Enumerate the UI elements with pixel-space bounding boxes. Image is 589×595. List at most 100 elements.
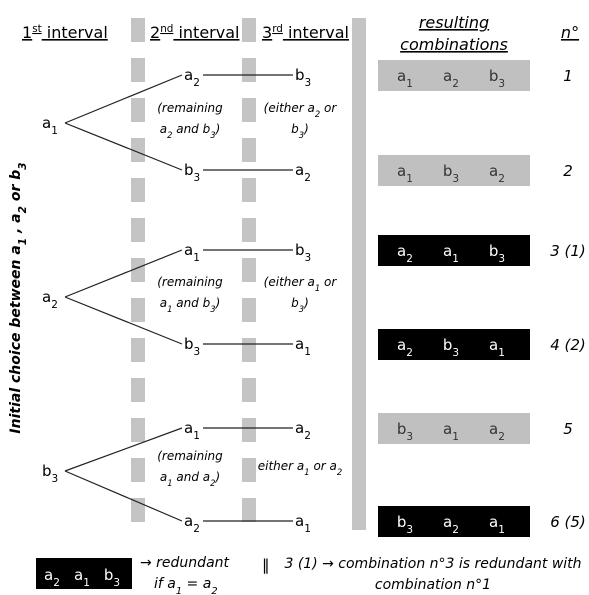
combination-item: b3 <box>443 336 459 359</box>
either-note: b3) <box>291 296 309 314</box>
combination-item: b3 <box>397 420 413 443</box>
combination-item: b3 <box>397 513 413 536</box>
dashed-separator-segment <box>131 98 145 122</box>
third-choice-label: a1 <box>295 512 311 535</box>
combination-box <box>378 60 530 91</box>
combination-list: a1 a2 b3 1 a1 b3 a2 2 a2 a1 b3 3 (1) a2 b3 a1 4 (2) b3 a1… <box>378 60 586 537</box>
dashed-separator-segment <box>131 178 145 202</box>
legend-example-box <box>36 558 132 589</box>
solid-separator <box>352 18 366 530</box>
combination-item: a2 <box>443 67 459 90</box>
dashed-separator-segment <box>131 378 145 402</box>
third-choice-label: b3 <box>295 241 311 264</box>
combination-number: 3 (1) <box>550 242 586 260</box>
third-choice-label: a2 <box>295 419 311 442</box>
redundant-combination-box <box>378 506 530 537</box>
dashed-separator-segment <box>131 218 145 242</box>
legend-example-item: a2 <box>44 566 60 589</box>
remaining-note: (remaining <box>157 449 223 463</box>
remaining-note: (remaining <box>157 275 223 289</box>
combination-item: a1 <box>443 420 459 443</box>
legend-example-item: a1 <box>74 566 90 589</box>
combination-number: 2 <box>563 162 573 180</box>
side-label: Initial choice between a1 , a2 or b3 <box>8 162 29 433</box>
dashed-separator-segment <box>242 458 256 482</box>
branch-line <box>64 296 183 345</box>
combination-item: b3 <box>489 67 505 90</box>
second-choice-label: b3 <box>184 335 200 358</box>
combination-box <box>378 413 530 444</box>
branch-line <box>64 122 183 171</box>
combination-item: a1 <box>489 336 505 359</box>
combination-number: 6 (5) <box>550 513 586 531</box>
dashed-separator-segment <box>242 338 256 362</box>
header-combinations: combinations <box>400 35 508 54</box>
combination-number: 1 <box>563 67 573 85</box>
dashed-separator-segment <box>131 58 145 82</box>
header-2nd-interval: 2nd interval <box>150 23 239 42</box>
legend-condition-text: if a1 = a2 <box>154 576 218 595</box>
dashed-separator-segment <box>131 258 145 282</box>
legend-example-item: b3 <box>104 566 120 589</box>
dashed-separator-segment <box>242 178 256 202</box>
second-choice-label: b3 <box>184 161 200 184</box>
header-1st-interval: 1st interval <box>22 23 108 42</box>
legend-redundant-text: → redundant <box>140 555 230 571</box>
dashed-separator-segment <box>131 338 145 362</box>
redundant-combination-box <box>378 235 530 266</box>
dashed-separator-segment <box>242 298 256 322</box>
first-choice-label: a2 <box>42 288 58 311</box>
third-choice-label: a1 <box>295 335 311 358</box>
legend: a2 a1 b3 → redundant if a1 = a2 ‖ 3 (1) → comb… <box>36 555 582 595</box>
dashed-separator-segment <box>242 378 256 402</box>
branch-line <box>64 74 183 124</box>
legend-explanation-line1: 3 (1) → combination n°3 is redundant wit… <box>284 556 581 572</box>
header-row: 1st interval 2nd interval 3rd interval r… <box>22 13 579 54</box>
combination-box <box>378 155 530 186</box>
combination-item: a2 <box>397 336 413 359</box>
branch-line <box>64 470 183 522</box>
header-3rd-interval: 3rd interval <box>262 23 349 42</box>
dashed-separator-segment <box>131 138 145 162</box>
second-choice-label: a2 <box>184 66 200 89</box>
third-choice-label: a2 <box>295 161 311 184</box>
combination-item: a2 <box>489 420 505 443</box>
dashed-separator-segment <box>242 138 256 162</box>
dashed-separator-segment <box>131 418 145 442</box>
dashed-separator-segment <box>242 98 256 122</box>
dashed-separator-segment <box>242 18 256 42</box>
either-note: b3) <box>291 122 309 140</box>
dashed-separator-segment <box>131 298 145 322</box>
legend-explanation-line2: combination n°1 <box>375 577 491 593</box>
combination-item: b3 <box>489 242 505 265</box>
dashed-separator-segment <box>242 218 256 242</box>
branch-line <box>64 249 183 298</box>
combination-item: a2 <box>397 242 413 265</box>
remaining-note: a1 and b3) <box>160 296 221 314</box>
either-note: either a1 or a2 <box>258 459 342 477</box>
remaining-note: a2 and b3) <box>160 122 221 140</box>
remaining-note: a1 and a2) <box>160 470 220 488</box>
dashed-separator-segment <box>242 498 256 522</box>
interval-separators <box>131 18 366 530</box>
second-choice-label: a2 <box>184 512 200 535</box>
combination-item: b3 <box>443 162 459 185</box>
first-choice-label: b3 <box>42 462 58 485</box>
header-resulting: resulting <box>419 13 489 32</box>
combination-item: a2 <box>489 162 505 185</box>
header-number: n° <box>561 23 579 42</box>
second-choice-label: a1 <box>184 419 200 442</box>
combination-item: a1 <box>397 67 413 90</box>
dashed-separator-segment <box>131 18 145 42</box>
either-note: (either a1 or <box>264 275 338 293</box>
first-choice-label: a1 <box>42 114 58 137</box>
decision-tree: a1 a2 b3 b3 a2 (remaining a2 and b3) (either a2… <box>42 66 342 535</box>
combination-item: a1 <box>397 162 413 185</box>
legend-separator: ‖ <box>262 556 270 574</box>
redundant-combination-box <box>378 329 530 360</box>
combination-item: a1 <box>443 242 459 265</box>
third-choice-label: b3 <box>295 66 311 89</box>
combination-item: a2 <box>443 513 459 536</box>
combination-number: 4 (2) <box>550 336 586 354</box>
